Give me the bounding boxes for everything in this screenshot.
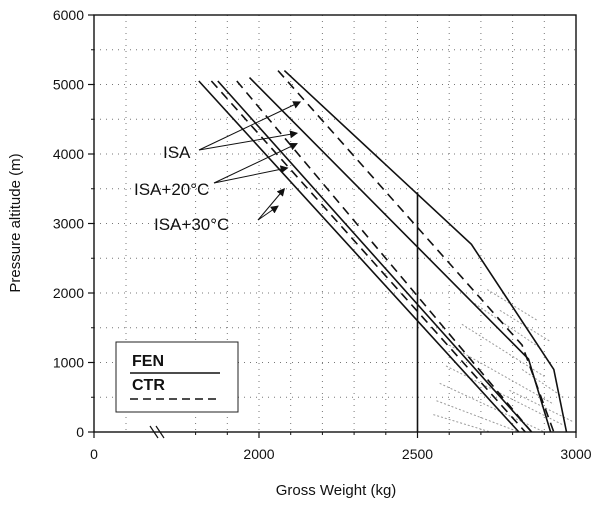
series-group bbox=[198, 70, 568, 433]
series-line-ctr-6 bbox=[210, 80, 526, 433]
series-line-fen-1 bbox=[283, 70, 568, 433]
series-line-fen-5 bbox=[217, 80, 533, 433]
annotation-arrow bbox=[213, 165, 289, 184]
x-tick-label: 0 bbox=[90, 446, 98, 462]
grid bbox=[94, 15, 576, 432]
annotation-isa-30c: ISA+30°C bbox=[154, 215, 229, 234]
y-tick-label: 6000 bbox=[53, 7, 84, 23]
hatch-line bbox=[436, 400, 520, 433]
annotation-arrow bbox=[198, 130, 299, 151]
y-tick-label: 5000 bbox=[53, 77, 84, 93]
y-tick-label: 3000 bbox=[53, 216, 84, 232]
annotation-isa-20c: ISA+20°C bbox=[134, 180, 209, 199]
annotation-isa: ISA bbox=[163, 143, 191, 162]
legend: FEN CTR bbox=[115, 341, 239, 413]
x-axis-title: Gross Weight (kg) bbox=[276, 482, 397, 499]
annotation-arrows bbox=[198, 101, 302, 221]
hatch-line bbox=[433, 414, 491, 433]
annotation-arrow bbox=[213, 142, 298, 184]
x-tick-label: 2000 bbox=[243, 446, 274, 462]
x-tick-label: 2500 bbox=[402, 446, 433, 462]
hatch-line bbox=[439, 382, 545, 433]
annotation-arrow bbox=[257, 187, 286, 221]
x-tick-label: 3000 bbox=[560, 446, 591, 462]
annotation-arrow bbox=[198, 101, 302, 151]
axis-ticks: 0 2000 2500 3000 0 1000 2000 3000 4000 5000 6000 bbox=[53, 7, 592, 462]
series-line-fen-7 bbox=[198, 80, 520, 433]
y-tick-label: 1000 bbox=[53, 355, 84, 371]
hatch-line bbox=[521, 369, 564, 398]
y-axis-title: Pressure altitude (m) bbox=[7, 153, 24, 292]
legend-label-fen: FEN bbox=[132, 353, 164, 370]
hatch-line bbox=[474, 303, 542, 350]
hatch-line bbox=[486, 289, 539, 322]
annotation-arrow bbox=[257, 205, 279, 221]
y-tick-label: 2000 bbox=[53, 285, 84, 301]
y-tick-label: 4000 bbox=[53, 146, 84, 162]
legend-box bbox=[115, 341, 239, 413]
hatch-line bbox=[445, 365, 564, 426]
series-line-ctr-4 bbox=[236, 80, 533, 433]
plot-frame bbox=[93, 14, 577, 433]
legend-label-ctr: CTR bbox=[132, 377, 165, 394]
series-line-ctr-2 bbox=[277, 70, 555, 433]
hatch-line bbox=[448, 344, 555, 405]
y-tick-label: 0 bbox=[76, 424, 84, 440]
series-line-fen-3 bbox=[248, 77, 552, 433]
